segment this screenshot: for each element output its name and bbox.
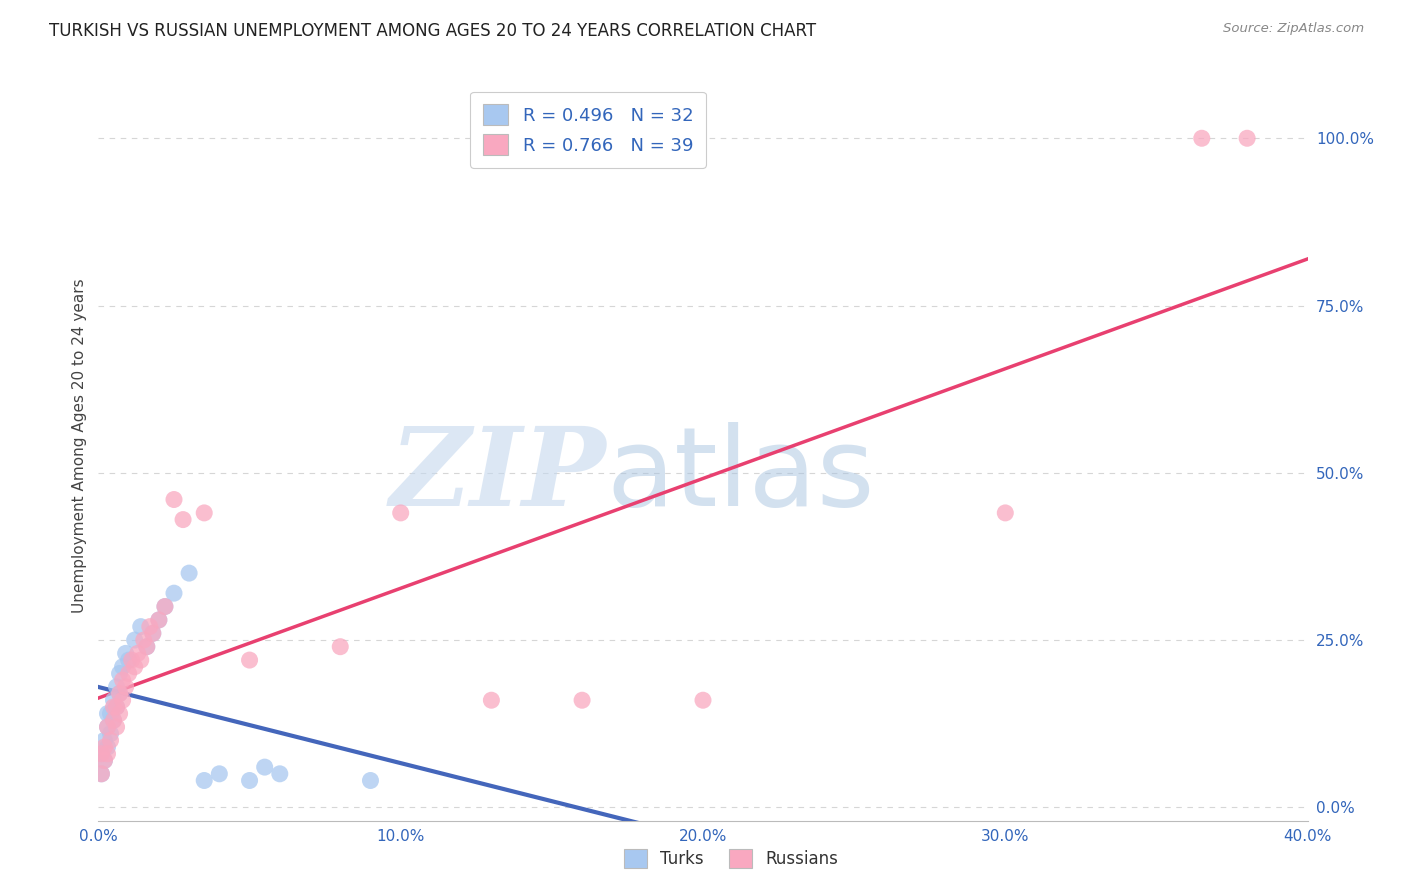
Point <box>124 660 146 674</box>
Point <box>103 714 125 728</box>
Text: atlas: atlas <box>606 423 875 530</box>
Point <box>93 753 115 767</box>
Point <box>105 700 128 714</box>
Point <box>360 773 382 788</box>
Text: ZIP: ZIP <box>389 422 606 530</box>
Point <box>103 700 125 714</box>
Point <box>135 640 157 654</box>
Point <box>111 673 134 688</box>
Point <box>163 492 186 507</box>
Point <box>108 706 131 721</box>
Point <box>93 733 115 747</box>
Point <box>100 733 122 747</box>
Legend: R = 0.496   N = 32, R = 0.766   N = 39: R = 0.496 N = 32, R = 0.766 N = 39 <box>470 92 706 168</box>
Point <box>389 506 412 520</box>
Point <box>90 767 112 781</box>
Point <box>153 599 176 614</box>
Point <box>135 640 157 654</box>
Point <box>994 506 1017 520</box>
Point <box>193 773 215 788</box>
Point <box>132 633 155 648</box>
Point <box>103 714 125 728</box>
Point <box>329 640 352 654</box>
Point <box>90 747 112 761</box>
Point <box>139 620 162 634</box>
Point <box>118 653 141 667</box>
Point <box>108 687 131 701</box>
Point <box>129 653 152 667</box>
Point <box>96 720 118 734</box>
Point <box>124 633 146 648</box>
Point <box>103 693 125 707</box>
Point <box>114 680 136 694</box>
Point <box>239 773 262 788</box>
Point <box>105 700 128 714</box>
Point <box>111 660 134 674</box>
Point <box>127 646 149 660</box>
Point <box>692 693 714 707</box>
Point <box>96 747 118 761</box>
Point <box>239 653 262 667</box>
Legend: Turks, Russians: Turks, Russians <box>617 842 845 875</box>
Point <box>163 586 186 600</box>
Point <box>129 620 152 634</box>
Point <box>142 626 165 640</box>
Text: TURKISH VS RUSSIAN UNEMPLOYMENT AMONG AGES 20 TO 24 YEARS CORRELATION CHART: TURKISH VS RUSSIAN UNEMPLOYMENT AMONG AG… <box>49 22 817 40</box>
Point <box>193 506 215 520</box>
Point <box>93 753 115 767</box>
Y-axis label: Unemployment Among Ages 20 to 24 years: Unemployment Among Ages 20 to 24 years <box>72 278 87 614</box>
Point <box>111 693 134 707</box>
Point <box>142 626 165 640</box>
Point <box>148 613 170 627</box>
Point <box>571 693 593 707</box>
Text: Source: ZipAtlas.com: Source: ZipAtlas.com <box>1223 22 1364 36</box>
Point <box>100 706 122 721</box>
Point <box>114 646 136 660</box>
Point <box>121 653 143 667</box>
Point <box>100 726 122 740</box>
Point <box>1191 131 1213 145</box>
Point <box>179 566 201 581</box>
Point <box>108 687 131 701</box>
Point <box>90 767 112 781</box>
Point <box>253 760 276 774</box>
Point <box>93 740 115 755</box>
Point <box>96 740 118 755</box>
Point <box>105 720 128 734</box>
Point <box>153 599 176 614</box>
Point <box>96 706 118 721</box>
Point <box>96 720 118 734</box>
Point <box>148 613 170 627</box>
Point <box>118 666 141 681</box>
Point <box>208 767 231 781</box>
Point <box>481 693 503 707</box>
Point <box>108 666 131 681</box>
Point <box>269 767 291 781</box>
Point <box>172 513 194 527</box>
Point <box>90 747 112 761</box>
Point <box>105 680 128 694</box>
Point <box>1236 131 1258 145</box>
